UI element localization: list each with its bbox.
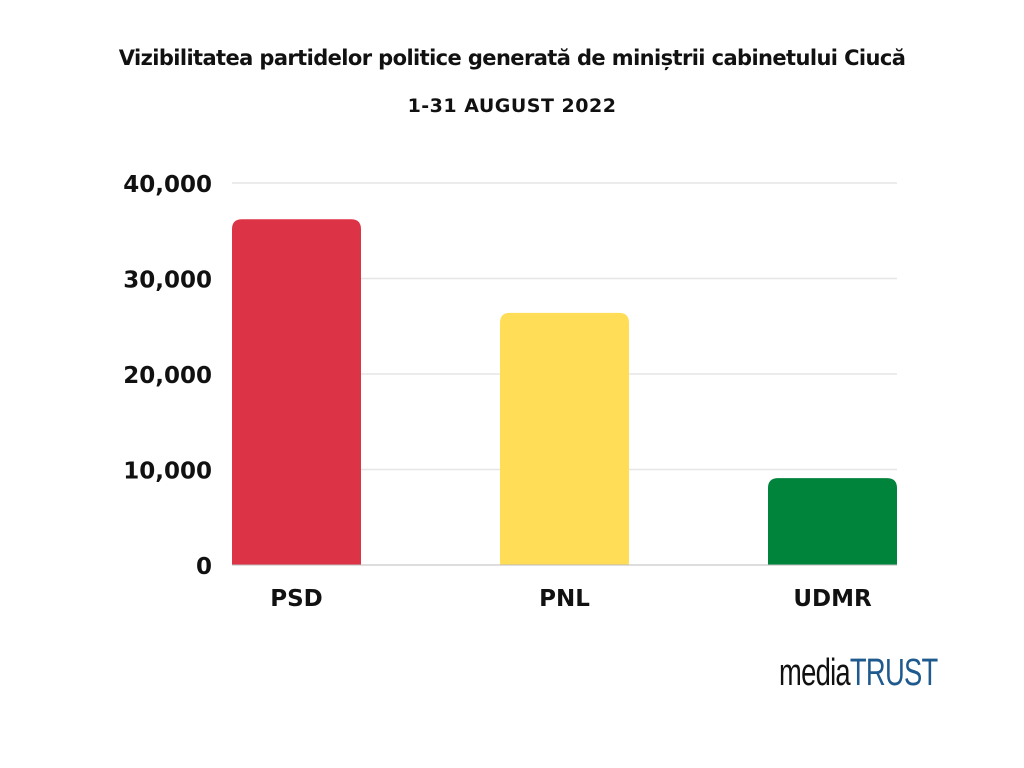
chart-title: Vizibilitatea partidelor politice genera… bbox=[118, 46, 906, 70]
y-tick-label: 10,000 bbox=[123, 459, 212, 485]
x-tick-label: PSD bbox=[270, 586, 323, 612]
x-tick-label: UDMR bbox=[793, 586, 872, 612]
chart-subtitle: 1-31 AUGUST 2022 bbox=[407, 95, 617, 117]
bar-psd bbox=[232, 219, 361, 566]
mediatrust-logo: mediaTRUST bbox=[779, 652, 938, 694]
y-tick-label: 20,000 bbox=[123, 363, 212, 389]
y-tick-label: 0 bbox=[196, 554, 212, 580]
x-tick-label: PNL bbox=[539, 586, 590, 612]
y-tick-label: 30,000 bbox=[123, 268, 212, 294]
bar-udmr bbox=[768, 478, 897, 565]
bar-pnl bbox=[500, 312, 629, 565]
y-tick-label: 40,000 bbox=[123, 172, 212, 198]
